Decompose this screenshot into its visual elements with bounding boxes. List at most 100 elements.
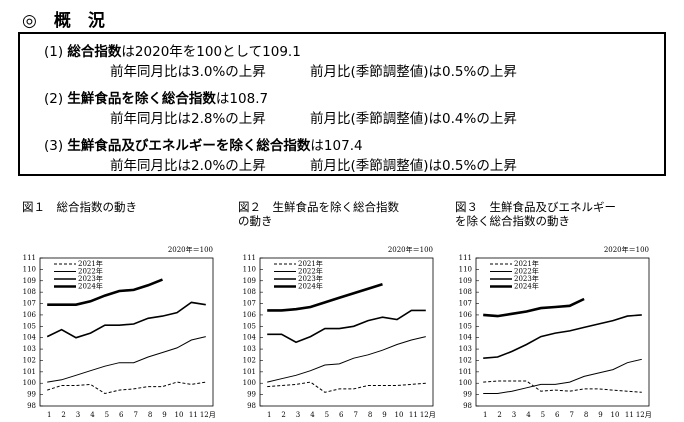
series-line (483, 358, 642, 394)
legend-label: 2021年 (514, 259, 539, 268)
y-tick-label: 111 (23, 254, 36, 262)
y-tick-label: 100 (459, 379, 472, 387)
y-tick-label: 106 (243, 311, 257, 319)
legend-label: 2021年 (78, 259, 103, 268)
series-line (267, 336, 426, 383)
x-tick-label: 6 (119, 411, 124, 419)
x-tick-label: 1 (483, 411, 487, 419)
chart-title: 図１ 総合指数の動き (22, 200, 137, 214)
x-tick-label: 6 (555, 411, 560, 419)
x-tick-label: 10 (610, 411, 619, 419)
x-tick-label: 7 (569, 411, 573, 419)
y-tick-label: 99 (247, 391, 256, 399)
y-tick-label: 104 (23, 334, 37, 342)
x-tick-label: 12月 (420, 411, 436, 419)
summary-item: (1) 総合指数は2020年を100として109.1 (44, 40, 301, 60)
y-tick-label: 98 (247, 402, 256, 410)
x-tick-label: 6 (339, 411, 344, 419)
plot-frame (259, 257, 434, 407)
x-tick-label: 11 (409, 411, 418, 419)
x-tick-label: 3 (296, 411, 300, 419)
y-tick-label: 108 (243, 288, 256, 296)
y-tick-label: 106 (23, 311, 37, 319)
legend-label: 2022年 (78, 267, 103, 276)
unit-label: 2020年＝100 (604, 245, 649, 254)
item-yoy: 前年同月比は2.8%の上昇 (110, 111, 266, 127)
unit-label: 2020年＝100 (168, 245, 213, 254)
x-tick-label: 8 (584, 411, 588, 419)
legend-label: 2022年 (298, 267, 323, 276)
y-tick-label: 107 (459, 300, 472, 308)
y-tick-label: 101 (243, 368, 256, 376)
y-tick-label: 109 (23, 277, 36, 285)
y-tick-label: 107 (23, 300, 36, 308)
item-number: (1) (44, 44, 64, 60)
summary-box: (1) 総合指数は2020年を100として109.1 前年同月比は3.0%の上昇前… (18, 32, 666, 176)
x-tick-label: 5 (541, 411, 545, 419)
y-tick-label: 99 (463, 391, 472, 399)
x-tick-label: 9 (598, 411, 602, 419)
item-mom: 前月比(季節調整値)は0.4%の上昇 (310, 111, 517, 127)
x-tick-label: 5 (105, 411, 109, 419)
chart-title: 図２ 生鮮食品を除く総合指数 (238, 200, 399, 214)
y-tick-label: 103 (243, 345, 256, 353)
item-number: (2) (44, 91, 64, 107)
y-tick-label: 101 (23, 368, 36, 376)
item-subject: 生鮮食品を除く総合指数 (67, 91, 216, 107)
item-mom: 前月比(季節調整値)は0.5%の上昇 (310, 64, 517, 80)
item-yoy: 前年同月比は2.0%の上昇 (110, 158, 266, 174)
y-tick-label: 111 (459, 254, 472, 262)
y-tick-label: 110 (459, 265, 472, 273)
y-tick-label: 102 (243, 356, 256, 364)
x-tick-label: 7 (353, 411, 357, 419)
legend-label: 2024年 (78, 282, 103, 291)
y-tick-label: 98 (27, 402, 36, 410)
series-line (267, 381, 426, 393)
x-tick-label: 1 (47, 411, 51, 419)
series-line (47, 381, 206, 395)
chart-title: 図３ 生鮮食品及びエネルギー (455, 200, 616, 214)
chart-title: を除く総合指数の動き (455, 214, 570, 228)
chart-title: の動き (238, 214, 273, 228)
y-tick-label: 104 (459, 334, 473, 342)
x-tick-label: 3 (512, 411, 516, 419)
y-tick-label: 111 (243, 254, 256, 262)
y-tick-label: 105 (459, 322, 472, 330)
x-tick-label: 12月 (636, 411, 652, 419)
series-line (483, 297, 585, 318)
item-mom: 前月比(季節調整値)は0.5%の上昇 (310, 158, 517, 174)
item-text: は108.7 (215, 91, 269, 107)
y-tick-label: 103 (459, 345, 472, 353)
plot-frame (475, 257, 650, 407)
series-line (267, 309, 426, 344)
y-tick-label: 100 (243, 379, 256, 387)
y-tick-label: 105 (243, 322, 256, 330)
series-line (267, 282, 383, 312)
item-subject: 生鮮食品及びエネルギーを除く総合指数 (67, 138, 311, 154)
x-tick-label: 9 (162, 411, 166, 419)
series-line (483, 314, 642, 359)
item-number: (3) (44, 138, 64, 154)
x-tick-label: 2 (497, 411, 501, 419)
summary-item: (2) 生鮮食品を除く総合指数は108.7 (44, 87, 268, 107)
series-line (47, 278, 163, 306)
x-tick-label: 10 (174, 411, 183, 419)
series-line (483, 380, 642, 393)
x-tick-label: 2 (281, 411, 285, 419)
x-tick-label: 10 (394, 411, 403, 419)
x-tick-label: 11 (189, 411, 198, 419)
y-tick-label: 98 (463, 402, 472, 410)
y-tick-label: 99 (27, 391, 36, 399)
summary-item: (3) 生鮮食品及びエネルギーを除く総合指数は107.4 (44, 134, 363, 154)
series-line (46, 301, 206, 339)
y-tick-label: 100 (23, 379, 36, 387)
series-line (47, 336, 206, 383)
y-tick-label: 109 (459, 277, 472, 285)
y-tick-label: 103 (23, 345, 36, 353)
x-tick-label: 7 (133, 411, 137, 419)
item-yoy: 前年同月比は3.0%の上昇 (110, 64, 266, 80)
legend-label: 2024年 (298, 282, 323, 291)
y-tick-label: 102 (459, 356, 472, 364)
y-tick-label: 109 (243, 277, 256, 285)
